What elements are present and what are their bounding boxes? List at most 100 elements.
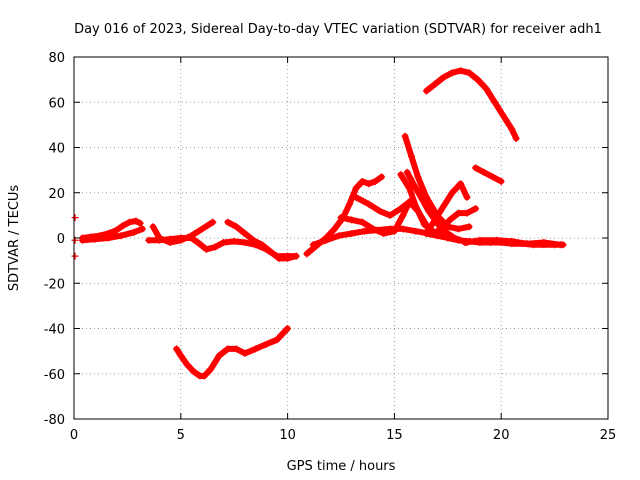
data-point-marker (267, 248, 275, 256)
data-point-marker (405, 184, 413, 192)
data-point-marker (480, 168, 488, 176)
data-point-marker (183, 361, 191, 369)
data-point-marker (309, 241, 317, 249)
data-point-marker (232, 223, 240, 231)
data-point-marker (224, 345, 232, 353)
data-point-marker (378, 173, 386, 181)
data-point-marker (365, 200, 373, 208)
data-series-layer (71, 67, 567, 380)
data-point-marker (91, 235, 99, 243)
data-point-marker (346, 200, 354, 208)
data-point-marker (375, 207, 383, 215)
data-point-marker (177, 352, 185, 360)
data-point-marker (540, 239, 548, 247)
data-point-marker (262, 340, 270, 348)
data-point-marker (358, 177, 366, 185)
data-point-marker (104, 234, 112, 242)
data-point-marker (369, 225, 377, 233)
data-point-marker (425, 207, 433, 215)
series-arc-19 (472, 164, 505, 185)
data-point-marker (444, 234, 452, 242)
data-point-marker (241, 229, 249, 237)
x-tick-label: 20 (493, 428, 510, 443)
y-axis-label: SDTVAR / TECUs (7, 185, 22, 292)
data-point-marker (431, 80, 439, 88)
data-point-marker (401, 132, 409, 140)
data-point-marker (252, 345, 260, 353)
data-point-marker (474, 76, 482, 84)
data-point-marker (132, 217, 140, 225)
data-point-marker (360, 227, 368, 235)
data-point-marker (497, 177, 505, 185)
data-point-marker (119, 222, 127, 230)
data-point-marker (454, 225, 462, 233)
data-point-marker (440, 73, 448, 81)
series-arc-14 (423, 180, 470, 237)
data-point-marker (489, 173, 497, 181)
x-tick-label: 15 (386, 428, 403, 443)
data-point-marker (187, 234, 195, 242)
data-point-marker (386, 211, 394, 219)
data-point-marker (390, 227, 398, 235)
data-point-marker (399, 225, 407, 233)
data-point-marker (232, 345, 240, 353)
data-point-marker (241, 239, 249, 247)
data-point-marker (482, 85, 490, 93)
data-point-marker (448, 189, 456, 197)
data-point-marker (463, 209, 471, 217)
data-point-marker (407, 153, 415, 161)
data-point-marker (420, 220, 428, 228)
y-tick-label: 60 (48, 96, 65, 111)
data-point-marker (403, 168, 411, 176)
data-point-marker (414, 173, 422, 181)
data-point-marker (177, 234, 185, 242)
data-point-marker (465, 223, 473, 231)
data-point-marker (322, 236, 330, 244)
data-point-marker (166, 235, 174, 243)
data-point-marker (292, 252, 300, 260)
y-tick-label: 80 (48, 51, 65, 66)
data-point-marker (457, 67, 465, 75)
data-point-marker (412, 184, 420, 192)
axis-ticks: 0 5 10 15 20 25 -80 -60 -40 -20 0 20 40 60 80 (44, 51, 617, 443)
data-point-marker (275, 254, 283, 262)
series-arc-15 (429, 205, 479, 237)
y-tick-label: -20 (44, 277, 65, 292)
data-point-marker (209, 218, 217, 226)
outlier-point-marker (71, 252, 79, 260)
data-point-marker (224, 218, 232, 226)
data-point-marker (371, 177, 379, 185)
data-point-marker (220, 239, 228, 247)
data-point-marker (557, 241, 565, 249)
data-point-marker (437, 225, 445, 233)
data-point-marker (499, 112, 507, 120)
data-point-marker (397, 205, 405, 213)
y-tick-label: 20 (48, 187, 65, 202)
data-point-marker (491, 98, 499, 106)
data-point-marker (508, 237, 516, 245)
data-point-marker (155, 236, 163, 244)
data-point-marker (412, 227, 420, 235)
data-point-marker (138, 225, 146, 233)
data-point-marker (190, 367, 198, 375)
data-point-marker (241, 349, 249, 357)
data-point-marker (448, 69, 456, 77)
data-point-marker (331, 225, 339, 233)
data-point-marker (422, 229, 430, 237)
outlier-point-marker (71, 214, 79, 222)
y-tick-label: -60 (44, 368, 65, 383)
data-point-marker (365, 180, 373, 188)
data-point-marker (126, 218, 134, 226)
x-tick-label: 5 (177, 428, 185, 443)
data-point-marker (508, 125, 516, 133)
data-point-marker (258, 241, 266, 249)
data-point-marker (461, 239, 469, 247)
data-point-marker (523, 240, 531, 248)
data-point-marker (130, 228, 138, 236)
data-point-marker (284, 325, 292, 332)
data-point-marker (145, 236, 153, 244)
data-point-marker (284, 254, 292, 262)
data-point-marker (463, 193, 471, 201)
data-point-marker (149, 223, 157, 231)
